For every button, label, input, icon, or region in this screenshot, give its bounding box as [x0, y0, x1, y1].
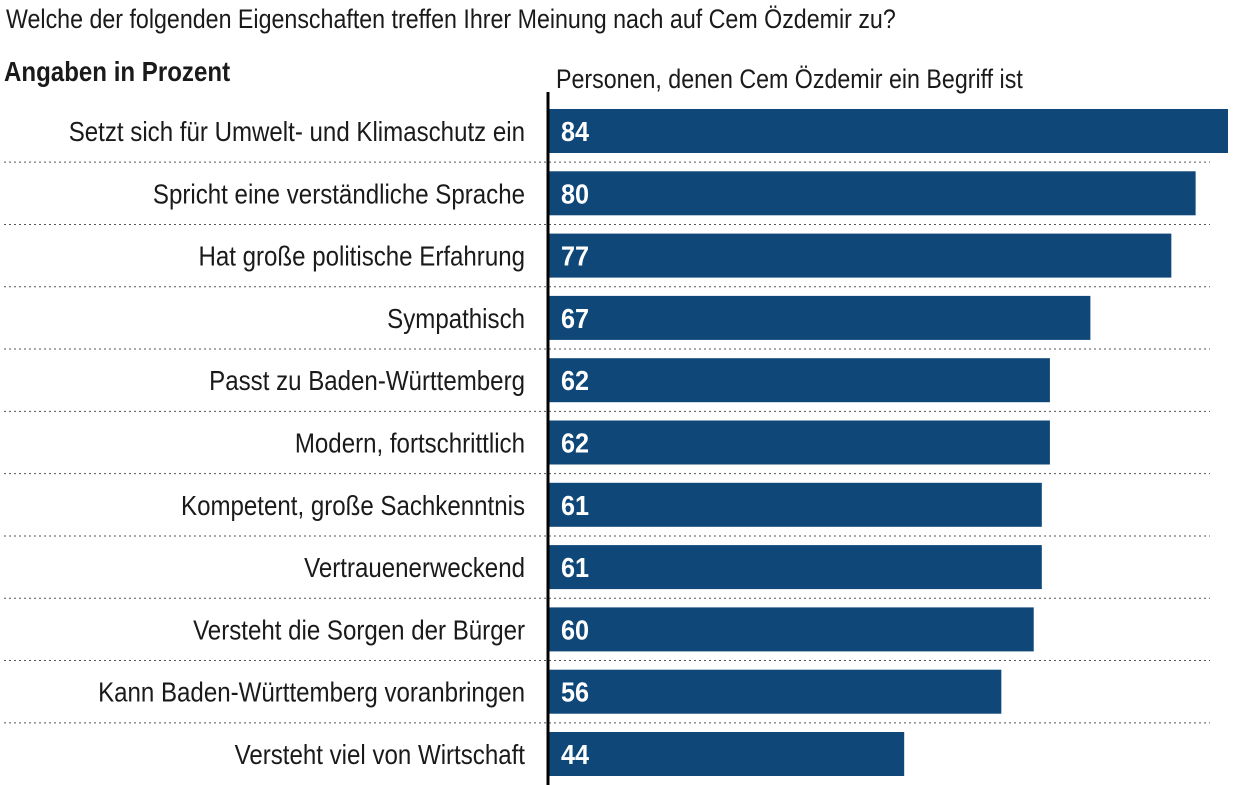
category-label: Versteht viel von Wirtschaft	[235, 738, 526, 770]
bar	[548, 420, 1050, 465]
category-label: Setzt sich für Umwelt- und Klimaschutz e…	[69, 115, 525, 147]
bar	[548, 732, 905, 776]
value-label: 61	[561, 490, 589, 522]
bar	[548, 109, 1228, 153]
value-label: 80	[561, 178, 589, 210]
value-label: 60	[561, 614, 589, 646]
value-label: 44	[561, 739, 589, 771]
bar	[548, 482, 1042, 527]
category-label: Kompetent, große Sachkenntnis	[181, 489, 525, 521]
chart-subtitle: Angaben in Prozent	[4, 56, 231, 87]
bar	[548, 295, 1091, 340]
bar	[548, 358, 1050, 403]
bar	[548, 233, 1172, 278]
value-label: 62	[561, 365, 589, 397]
category-label: Hat große politische Erfahrung	[198, 240, 525, 272]
value-label: 61	[561, 552, 589, 584]
bar	[548, 669, 1002, 714]
category-label: Modern, fortschrittlich	[295, 427, 525, 459]
bar	[548, 171, 1196, 216]
category-label: Vertrauenerweckend	[304, 551, 525, 583]
value-label: 77	[561, 240, 589, 272]
value-label: 62	[561, 427, 589, 459]
category-label: Spricht eine verständliche Sprache	[153, 178, 525, 210]
series-label: Personen, denen Cem Özdemir ein Begriff …	[556, 64, 1023, 94]
category-label: Versteht die Sorgen der Bürger	[193, 614, 525, 646]
bar	[548, 545, 1042, 590]
bar	[548, 607, 1034, 652]
category-label: Kann Baden-Württemberg voranbringen	[98, 676, 525, 708]
value-label: 84	[561, 116, 589, 148]
chart-title: Welche der folgenden Eigenschaften treff…	[6, 4, 896, 34]
category-label: Passt zu Baden-Württemberg	[209, 364, 525, 396]
category-label: Sympathisch	[387, 302, 525, 334]
value-label: 67	[561, 303, 589, 335]
value-label: 56	[561, 676, 589, 708]
